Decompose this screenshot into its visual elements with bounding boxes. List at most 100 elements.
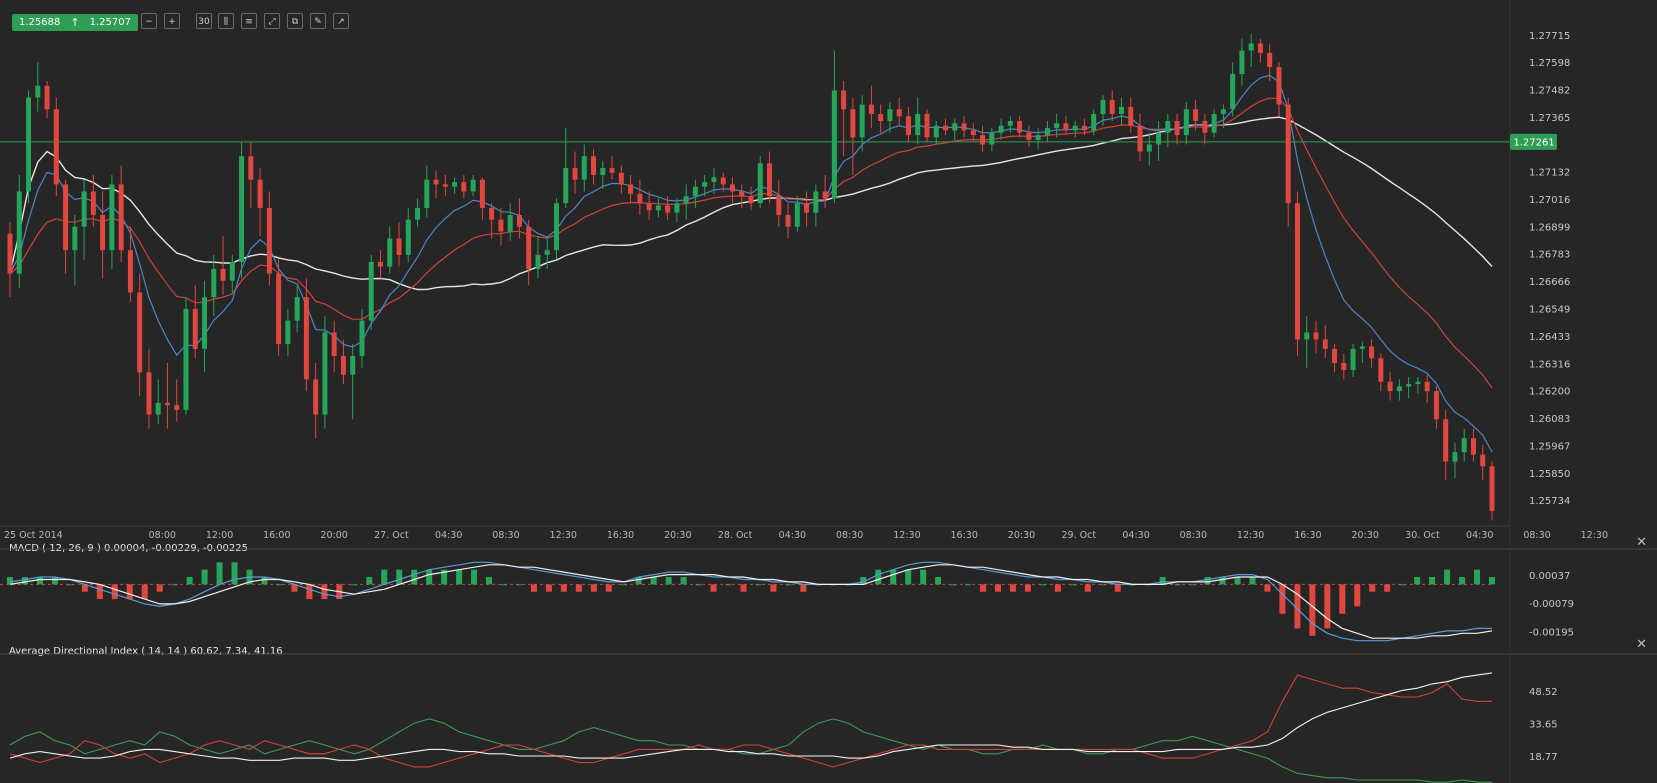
price-tick-label: 1.26433 bbox=[1529, 332, 1570, 343]
candle-body bbox=[313, 379, 319, 415]
draw-icon[interactable]: ↗ bbox=[333, 13, 349, 29]
macd-histogram-bar bbox=[471, 569, 478, 585]
time-tick-label: 04:30 bbox=[1122, 530, 1149, 541]
macd-histogram-bar bbox=[1159, 577, 1166, 585]
candle-body bbox=[183, 308, 189, 410]
candle-body bbox=[1202, 121, 1208, 133]
macd-histogram-bar bbox=[1414, 577, 1421, 585]
candle-body bbox=[1313, 332, 1319, 340]
macd-histogram-bar bbox=[126, 584, 133, 600]
candles-icon[interactable]: ⫼ bbox=[218, 13, 234, 29]
time-tick-label: 08:00 bbox=[149, 530, 176, 541]
candle-body bbox=[331, 332, 337, 356]
close-macd-icon[interactable]: ✕ bbox=[1636, 535, 1647, 550]
candle-body bbox=[1304, 332, 1310, 340]
time-tick-label: 27. Oct bbox=[374, 530, 409, 541]
time-tick-label: 20:30 bbox=[1008, 530, 1035, 541]
price-tick-label: 1.25967 bbox=[1529, 441, 1570, 452]
time-tick-label: 30. Oct bbox=[1405, 530, 1440, 541]
price-tick-label: 1.26200 bbox=[1529, 387, 1570, 398]
macd-histogram-bar bbox=[1069, 584, 1076, 586]
macd-histogram-bar bbox=[890, 569, 897, 585]
candle-body bbox=[35, 85, 41, 98]
candle-body bbox=[720, 177, 726, 185]
candle-body bbox=[479, 179, 485, 208]
candle-body bbox=[674, 203, 680, 213]
candle-body bbox=[729, 184, 735, 192]
price-tick-label: 1.27598 bbox=[1529, 58, 1570, 69]
candle-body bbox=[980, 135, 986, 145]
edit-icon[interactable]: ✎ bbox=[310, 13, 326, 29]
copy-icon[interactable]: ⧉ bbox=[287, 13, 303, 29]
macd-histogram-bar bbox=[545, 584, 552, 592]
macd-histogram-bar bbox=[291, 584, 298, 592]
macd-histogram-bar bbox=[1234, 577, 1241, 585]
time-tick-label: 04:30 bbox=[1466, 530, 1493, 541]
quote-badge[interactable]: 1.25688 ↑ 1.25707 bbox=[12, 13, 138, 31]
candle-body bbox=[665, 205, 671, 213]
macd-line bbox=[9, 561, 1492, 642]
candle-body bbox=[470, 179, 476, 192]
timeframe-button[interactable]: 30 bbox=[196, 13, 212, 29]
adx-line bbox=[9, 672, 1493, 761]
fullscreen-icon[interactable]: ⤢ bbox=[264, 13, 280, 29]
candle-body bbox=[1220, 109, 1226, 114]
candle-body bbox=[683, 196, 689, 204]
macd-histogram-bar bbox=[575, 584, 582, 592]
candle-body bbox=[350, 355, 356, 375]
candle-body bbox=[1359, 346, 1365, 349]
candle-body bbox=[137, 292, 143, 373]
candle-body bbox=[257, 179, 263, 208]
candle-body bbox=[498, 219, 504, 232]
candle-body bbox=[646, 203, 652, 211]
candle-body bbox=[44, 85, 50, 110]
candle-body bbox=[1332, 348, 1338, 363]
zoom-in-icon[interactable]: + bbox=[164, 13, 180, 29]
candle-body bbox=[813, 191, 819, 213]
macd-histogram-bar bbox=[441, 569, 448, 585]
candle-body bbox=[322, 332, 328, 415]
candle-body bbox=[591, 156, 597, 176]
zoom-out-icon[interactable]: − bbox=[141, 13, 157, 29]
macd-histogram-bar bbox=[800, 584, 807, 592]
candle-body bbox=[1239, 50, 1245, 75]
candle-body bbox=[943, 125, 949, 131]
time-tick-label: 04:30 bbox=[779, 530, 806, 541]
macd-histogram-bar bbox=[1219, 577, 1226, 585]
close-adx-icon[interactable]: ✕ bbox=[1636, 637, 1647, 652]
candle-body bbox=[1443, 419, 1449, 462]
candle-body bbox=[628, 184, 634, 194]
candle-body bbox=[896, 109, 902, 117]
candle-body bbox=[1119, 106, 1124, 114]
macd-histogram-bar bbox=[620, 584, 627, 586]
candle-body bbox=[63, 184, 69, 251]
candle-body bbox=[220, 268, 226, 281]
candle-body bbox=[1406, 384, 1412, 387]
time-tick-label: 25 Oct 2014 bbox=[4, 530, 63, 541]
macd-histogram-bar bbox=[1294, 584, 1301, 629]
macd-histogram-bar bbox=[950, 584, 957, 586]
candle-body bbox=[1165, 121, 1171, 133]
macd-histogram-bar bbox=[980, 584, 987, 592]
candle-body bbox=[174, 405, 180, 410]
candle-body bbox=[1063, 123, 1069, 131]
macd-histogram-bar bbox=[1339, 584, 1346, 614]
candle-body bbox=[804, 203, 810, 213]
macd-histogram-bar bbox=[156, 584, 163, 592]
macd-histogram-bar bbox=[1189, 584, 1196, 586]
candle-body bbox=[850, 109, 856, 138]
indicators-icon[interactable]: ≡ bbox=[241, 13, 257, 29]
candle-body bbox=[1396, 386, 1402, 392]
candle-body bbox=[1044, 128, 1050, 136]
candle-body bbox=[239, 156, 245, 262]
time-tick-label: 08:30 bbox=[492, 530, 519, 541]
candle-body bbox=[757, 163, 763, 204]
candle-body bbox=[1378, 358, 1384, 382]
time-tick-label: 08:30 bbox=[836, 530, 863, 541]
price-tick-label: 1.26899 bbox=[1529, 222, 1570, 233]
macd-histogram-bar bbox=[935, 577, 942, 585]
candle-body bbox=[100, 214, 106, 251]
candle-body bbox=[1369, 346, 1375, 359]
macd-tick-label: -0.00079 bbox=[1529, 599, 1574, 610]
